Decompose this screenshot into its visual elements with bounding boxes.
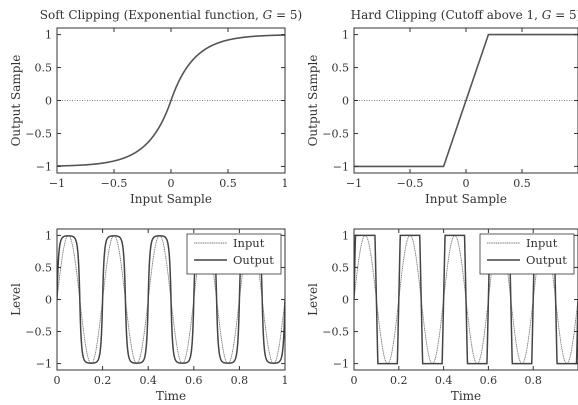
legend-box [186, 233, 282, 275]
x-tick-label: 0.4 [435, 374, 453, 387]
y-tick-label: −1 [333, 358, 349, 371]
x-tick-label: −0.5 [397, 177, 424, 190]
legend-entry-input: Input [233, 236, 265, 250]
y-tick-label: −0.5 [25, 127, 52, 140]
x-tick-label: 0.4 [139, 374, 157, 387]
legend-box [479, 233, 575, 275]
chart-title: Soft Clipping (Exponential function, G =… [40, 8, 302, 22]
y-axis-label: Level [306, 283, 320, 316]
transfer-curve [57, 34, 285, 167]
x-tick-label: 0.8 [231, 374, 249, 387]
y-tick-label: 0.5 [332, 62, 350, 75]
chart-soft-transfer: Soft Clipping (Exponential function, G =… [9, 8, 302, 206]
y-tick-label: 1 [45, 229, 52, 242]
chart-hard-time: 0 0.2 0.4 0.6 0.8 −1 −0.5 0 0.5 1 Time Level Input Ou… [306, 228, 578, 403]
x-tick-label: 0.2 [94, 374, 112, 387]
x-tick-label: −1 [49, 177, 65, 190]
y-tick-label: −0.5 [322, 127, 349, 140]
x-tick-label: 0.6 [185, 374, 203, 387]
y-tick-label: 0 [342, 95, 349, 108]
y-tick-label: 0.5 [35, 261, 53, 274]
x-tick-label: 0 [463, 177, 470, 190]
x-tick-label: −1 [346, 177, 362, 190]
y-tick-label: 1 [45, 29, 52, 42]
x-tick-label: 0 [54, 374, 61, 387]
x-tick-label: −0.5 [101, 177, 128, 190]
legend: Input Output [479, 233, 575, 275]
y-tick-label: 0.5 [35, 62, 53, 75]
plot-area [354, 33, 578, 168]
chart-title: Hard Clipping (Cutoff above 1, G = 5) [351, 8, 578, 22]
plot-area [57, 34, 285, 167]
y-axis-label: Output Sample [306, 55, 320, 147]
x-tick-label: 0.5 [219, 177, 237, 190]
legend-entry-output: Output [233, 253, 274, 267]
y-tick-label: 1 [342, 29, 349, 42]
y-tick-label: −0.5 [25, 326, 52, 339]
y-tick-label: −1 [36, 160, 52, 173]
y-tick-label: 0.5 [332, 261, 350, 274]
x-tick-label: 1 [282, 374, 289, 387]
x-tick-label: 1 [282, 177, 289, 190]
x-axis-label: Input Sample [425, 192, 507, 206]
x-tick-label: 0 [168, 177, 175, 190]
y-tick-label: −1 [36, 358, 52, 371]
y-tick-label: 0 [45, 294, 52, 307]
legend-entry-output: Output [526, 253, 567, 267]
x-tick-label: 0.8 [524, 374, 542, 387]
y-axis-label: Output Sample [9, 55, 23, 147]
y-tick-label: 0 [45, 95, 52, 108]
y-axis-label: Level [9, 283, 23, 316]
x-tick-label: 0.5 [513, 177, 531, 190]
y-tick-label: −0.5 [322, 326, 349, 339]
chart-hard-transfer: Hard Clipping (Cutoff above 1, G = 5) −1 −… [306, 8, 578, 206]
legend: Input Output [186, 233, 282, 275]
chart-soft-time: 0 0.2 0.4 0.6 0.8 1 −1 −0.5 0 0.5 1 Time Level Input O… [9, 228, 289, 403]
transfer-curve [354, 33, 578, 168]
y-tick-label: 1 [342, 229, 349, 242]
x-axis-label: Time [451, 389, 481, 403]
x-axis-label: Time [156, 389, 186, 403]
y-tick-label: 0 [342, 294, 349, 307]
x-tick-label: 0.2 [390, 374, 408, 387]
y-tick-label: −1 [333, 160, 349, 173]
x-axis-label: Input Sample [130, 192, 212, 206]
legend-entry-input: Input [526, 236, 558, 250]
x-tick-label: 0 [351, 374, 358, 387]
x-tick-label: 0.6 [480, 374, 498, 387]
